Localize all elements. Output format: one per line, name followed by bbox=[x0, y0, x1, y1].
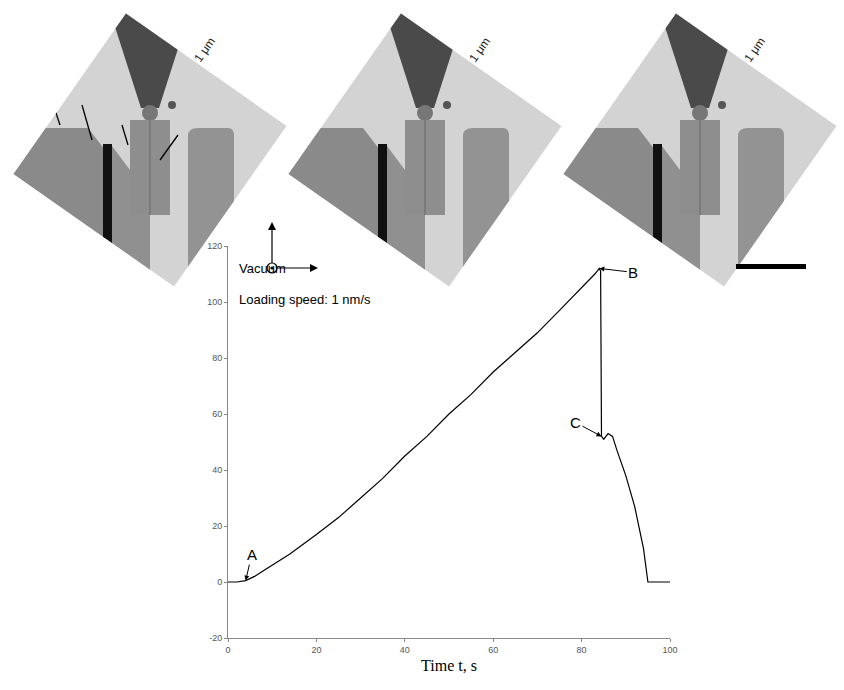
svg-text:1 μm: 1 μm bbox=[466, 35, 493, 65]
svg-text:B: B bbox=[628, 264, 638, 281]
svg-text:20: 20 bbox=[212, 521, 222, 531]
svg-text:C: C bbox=[570, 414, 581, 431]
svg-text:20: 20 bbox=[311, 645, 321, 655]
svg-text:Vacuum: Vacuum bbox=[239, 261, 286, 276]
svg-text:40: 40 bbox=[212, 465, 222, 475]
svg-text:80: 80 bbox=[577, 645, 587, 655]
svg-text:60: 60 bbox=[488, 645, 498, 655]
svg-text:40: 40 bbox=[400, 645, 410, 655]
svg-text:0: 0 bbox=[225, 645, 230, 655]
svg-text:100: 100 bbox=[662, 645, 677, 655]
svg-text:100: 100 bbox=[207, 297, 222, 307]
svg-text:A: A bbox=[247, 546, 257, 563]
svg-text:1 μm: 1 μm bbox=[741, 35, 768, 65]
svg-text:Time t, s: Time t, s bbox=[421, 657, 477, 674]
svg-text:0: 0 bbox=[217, 577, 222, 587]
svg-text:-20: -20 bbox=[209, 633, 222, 643]
svg-text:60: 60 bbox=[212, 409, 222, 419]
svg-text:Loading speed: 1 nm/s: Loading speed: 1 nm/s bbox=[239, 292, 371, 307]
svg-text:120: 120 bbox=[207, 241, 222, 251]
svg-text:1 μm: 1 μm bbox=[191, 35, 218, 65]
svg-text:80: 80 bbox=[212, 353, 222, 363]
